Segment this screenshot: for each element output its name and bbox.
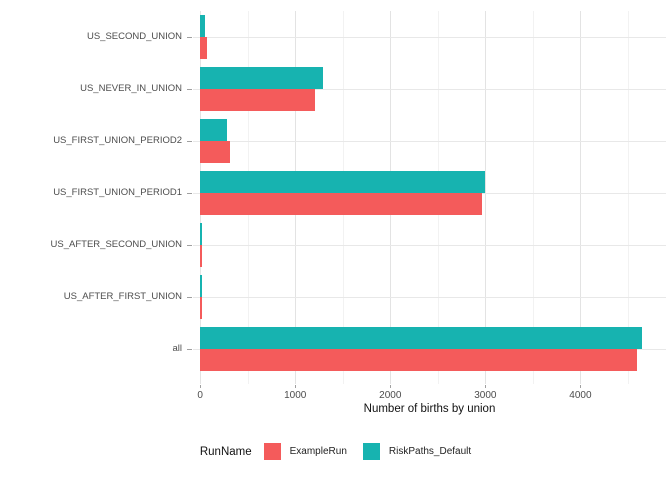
y-axis-label: US_NEVER_IN_UNION xyxy=(80,83,182,94)
bar-examplerun xyxy=(200,245,202,267)
x-axis-tick xyxy=(580,385,582,388)
bar-examplerun xyxy=(200,89,316,111)
legend-item-examplerun: ExampleRun xyxy=(263,443,347,460)
y-axis-label: all xyxy=(172,343,182,354)
x-axis-title: Number of births by union xyxy=(363,403,496,415)
bar-examplerun xyxy=(200,297,202,319)
legend: RunName ExampleRun RiskPaths_Default xyxy=(99,443,572,460)
legend-swatch-examplerun xyxy=(263,443,281,460)
bar-examplerun xyxy=(200,349,638,371)
gridline-major-horizontal xyxy=(193,89,666,90)
bar-examplerun xyxy=(200,37,207,59)
gridline-minor-vertical xyxy=(627,11,629,384)
x-axis-tick xyxy=(390,385,392,388)
legend-label: ExampleRun xyxy=(289,446,347,457)
bar-examplerun xyxy=(200,193,482,215)
y-axis-label: US_AFTER_SECOND_UNION xyxy=(50,239,182,250)
y-axis-tick xyxy=(187,141,192,142)
y-axis-tick xyxy=(187,349,192,350)
bar-riskpaths_default xyxy=(200,119,228,141)
bar-riskpaths_default xyxy=(200,275,202,297)
gridline-major-horizontal xyxy=(193,37,666,38)
y-axis-tick xyxy=(187,89,192,90)
x-axis-tick xyxy=(485,385,487,388)
x-axis-tick-label: 3000 xyxy=(474,390,497,401)
legend-item-riskpaths_default: RiskPaths_Default xyxy=(362,443,472,460)
gridline-major-horizontal xyxy=(193,297,666,298)
y-axis-label: US_AFTER_FIRST_UNION xyxy=(63,291,182,302)
x-axis-tick xyxy=(295,385,297,388)
x-axis-tick-label: 0 xyxy=(197,390,203,401)
y-axis-label: US_FIRST_UNION_PERIOD2 xyxy=(53,135,182,146)
bar-riskpaths_default xyxy=(200,171,486,193)
legend-title: RunName xyxy=(199,445,252,458)
gridline-major-horizontal xyxy=(193,141,666,142)
gridline-major-horizontal xyxy=(193,245,666,246)
bar-riskpaths_default xyxy=(200,327,643,349)
x-axis-tick-label: 2000 xyxy=(379,390,402,401)
y-axis-label: US_FIRST_UNION_PERIOD1 xyxy=(53,187,182,198)
y-axis-label: US_SECOND_UNION xyxy=(86,31,182,42)
y-axis-tick xyxy=(187,245,192,246)
x-axis-tick xyxy=(200,385,202,388)
legend-swatch-riskpaths_default xyxy=(362,443,380,460)
bar-riskpaths_default xyxy=(200,67,323,89)
bar-examplerun xyxy=(200,141,231,163)
plot-panel xyxy=(193,11,666,384)
gridline-major-vertical xyxy=(485,11,487,384)
x-axis-tick-label: 4000 xyxy=(569,390,592,401)
gridline-minor-vertical xyxy=(532,11,534,384)
bar-riskpaths_default xyxy=(200,15,205,37)
y-axis-tick xyxy=(187,297,192,298)
bar-riskpaths_default xyxy=(200,223,202,245)
x-axis-tick-label: 1000 xyxy=(284,390,307,401)
legend-label: RiskPaths_Default xyxy=(388,446,472,457)
gridline-major-vertical xyxy=(580,11,582,384)
y-axis-tick xyxy=(187,193,192,194)
y-axis-tick xyxy=(187,37,192,38)
